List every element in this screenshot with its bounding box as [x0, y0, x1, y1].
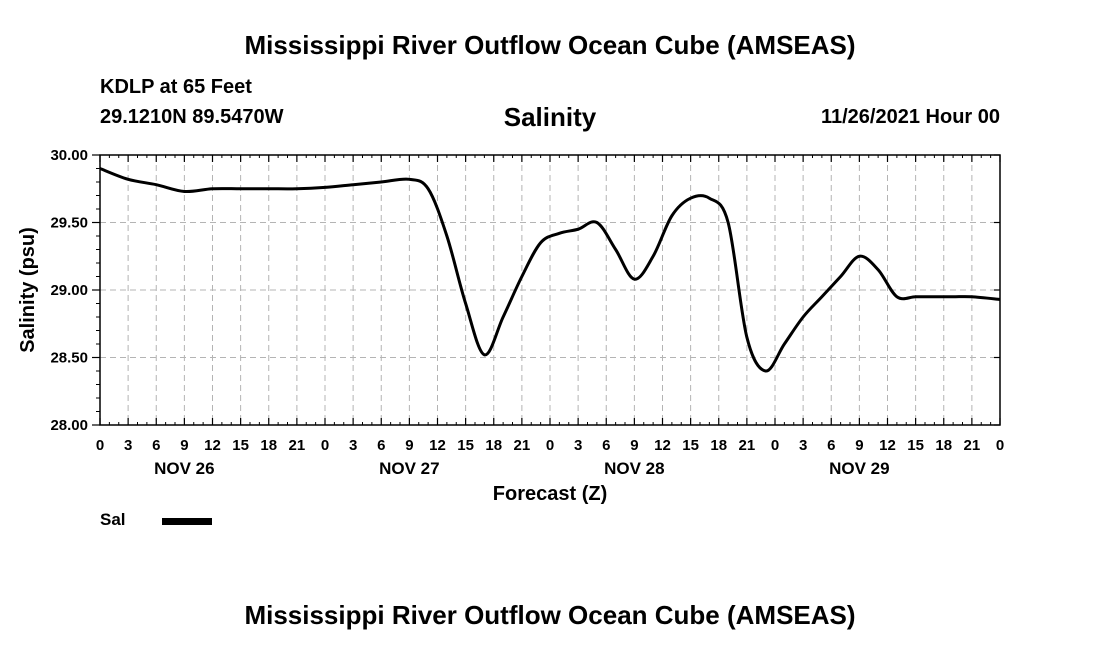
x-tick-label: 0 [321, 437, 329, 454]
x-tick-label: 21 [739, 437, 756, 454]
x-tick-label: 3 [349, 437, 357, 454]
x-tick-label: 18 [710, 437, 727, 454]
x-tick-label: 3 [799, 437, 807, 454]
x-tick-label: 6 [152, 437, 160, 454]
axes: 0 3 6 9 12 15 18 21 0 3 6 9 12 15 18 21 0 3 6 9 12 15 18 21 0 3 6 9… [50, 147, 1004, 478]
x-tick-label: 15 [232, 437, 249, 454]
x-tick-label: 18 [935, 437, 952, 454]
x-tick-label: 3 [124, 437, 132, 454]
x-date-label: NOV 29 [829, 459, 889, 478]
x-axis-label: Forecast (Z) [493, 483, 607, 505]
x-tick-label: 15 [682, 437, 699, 454]
y-tick-label: 29.00 [50, 282, 88, 299]
legend: Sal [100, 510, 230, 532]
x-tick-label: 12 [429, 437, 446, 454]
legend-label: Sal [100, 510, 126, 529]
x-date-label: NOV 27 [379, 459, 439, 478]
page-title: Mississippi River Outflow Ocean Cube (AM… [244, 30, 856, 60]
x-tick-label: 6 [602, 437, 610, 454]
x-tick-label: 9 [180, 437, 188, 454]
x-tick-label: 6 [377, 437, 385, 454]
series-line-salinity [99, 167, 1001, 373]
station-coordinates: 29.1210N 89.5470W [100, 106, 284, 128]
x-tick-label: 0 [771, 437, 779, 454]
x-tick-label: 12 [204, 437, 221, 454]
x-tick-label: 6 [827, 437, 835, 454]
x-date-label: NOV 28 [604, 459, 664, 478]
x-date-label: NOV 26 [154, 459, 214, 478]
footer-title: Mississippi River Outflow Ocean Cube (AM… [244, 600, 856, 630]
chart-title: Salinity [503, 102, 597, 132]
station-label: KDLP at 65 Feet [100, 76, 252, 98]
x-tick-label: 9 [855, 437, 863, 454]
x-tick-label: 15 [907, 437, 924, 454]
x-tick-label: 9 [630, 437, 638, 454]
x-tick-label: 18 [485, 437, 502, 454]
x-tick-label: 12 [879, 437, 896, 454]
y-tick-label: 29.50 [50, 215, 88, 232]
x-tick-label: 0 [996, 437, 1004, 454]
x-tick-label: 0 [546, 437, 554, 454]
x-tick-label: 3 [574, 437, 582, 454]
x-tick-label: 18 [260, 437, 277, 454]
x-tick-label: 21 [289, 437, 306, 454]
x-tick-label: 21 [514, 437, 531, 454]
forecast-run-time: 11/26/2021 Hour 00 [820, 106, 1000, 128]
x-tick-label: 12 [654, 437, 671, 454]
axis-labels: Forecast (Z) Salinity (psu) [17, 227, 607, 505]
y-tick-label: 30.00 [50, 147, 88, 164]
y-tick-label: 28.00 [50, 417, 88, 434]
x-tick-label: 21 [964, 437, 981, 454]
plot-frame [99, 154, 1001, 426]
grid [100, 155, 1000, 425]
y-tick-label: 28.50 [50, 350, 88, 367]
legend-swatch [162, 518, 212, 525]
series-layer [99, 167, 1001, 373]
x-tick-label: 15 [457, 437, 474, 454]
x-tick-label: 0 [96, 437, 104, 454]
y-axis-label: Salinity (psu) [17, 227, 39, 353]
x-tick-label: 9 [405, 437, 413, 454]
